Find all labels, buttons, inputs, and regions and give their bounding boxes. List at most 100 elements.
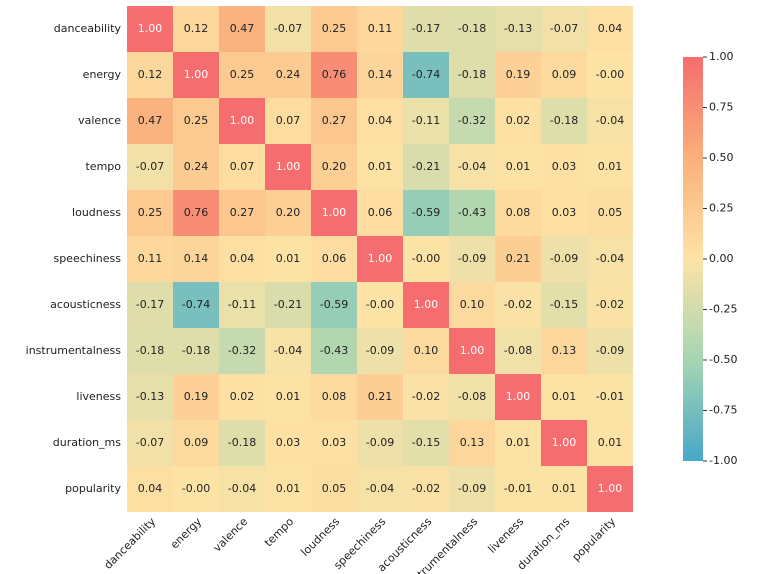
- cell-label: 0.19: [506, 68, 531, 81]
- heatmap-cell: [219, 328, 265, 374]
- cell-label: 1.00: [184, 68, 209, 81]
- cell-label: -0.11: [228, 298, 256, 311]
- cell-label: 0.47: [230, 22, 255, 35]
- cell-label: -0.04: [458, 160, 486, 173]
- heatmap-cell: [587, 236, 633, 282]
- heatmap-cell: [173, 420, 219, 466]
- colorbar-tick-label: -0.25: [709, 303, 737, 316]
- cell-label: -0.15: [412, 436, 440, 449]
- cell-label: 0.01: [598, 160, 623, 173]
- cell-label: 0.27: [230, 206, 255, 219]
- cell-label: 0.08: [506, 206, 531, 219]
- cell-label: 1.00: [552, 436, 577, 449]
- x-tick-label: popularity: [570, 515, 619, 564]
- cell-label: 0.76: [184, 206, 209, 219]
- heatmap-cell: [403, 328, 449, 374]
- cell-label: -0.09: [366, 344, 394, 357]
- cell-label: -0.18: [136, 344, 164, 357]
- heatmap-cell: [173, 328, 219, 374]
- y-tick-label: acousticness: [50, 298, 121, 311]
- cell-label: 1.00: [276, 160, 301, 173]
- heatmap-cell: [357, 144, 403, 190]
- cell-label: 1.00: [414, 298, 439, 311]
- heatmap-cell: [587, 144, 633, 190]
- heatmap-cell: [587, 466, 633, 512]
- heatmap-cell: [541, 420, 587, 466]
- heatmap-cell: [541, 282, 587, 328]
- cell-label: 1.00: [506, 390, 531, 403]
- cell-label: 0.47: [138, 114, 163, 127]
- cell-label: -0.00: [182, 482, 210, 495]
- y-tick-label: danceability: [54, 22, 122, 35]
- heatmap-cell: [173, 374, 219, 420]
- heatmap-cell: [403, 420, 449, 466]
- cell-label: 0.19: [184, 390, 209, 403]
- heatmap-cell: [357, 236, 403, 282]
- cell-label: 0.25: [184, 114, 209, 127]
- colorbar-tick-label: -0.50: [709, 353, 737, 366]
- cell-label: 0.27: [322, 114, 347, 127]
- heatmap-cell: [219, 374, 265, 420]
- heatmap-cell: [127, 6, 173, 52]
- heatmap-cell: [127, 374, 173, 420]
- cell-label: 0.06: [368, 206, 393, 219]
- heatmap-cell: [265, 52, 311, 98]
- heatmap-cell: [265, 374, 311, 420]
- heatmap-cell: [357, 6, 403, 52]
- cell-label: -0.13: [504, 22, 532, 35]
- heatmap-cell: [541, 98, 587, 144]
- heatmap-cell: [357, 98, 403, 144]
- cell-label: 0.12: [138, 68, 163, 81]
- y-tick-label: instrumentalness: [26, 344, 122, 357]
- cell-label: -0.00: [596, 68, 624, 81]
- heatmap-cell: [403, 236, 449, 282]
- heatmap-cell: [173, 190, 219, 236]
- cell-label: 0.03: [322, 436, 347, 449]
- cell-label: 0.24: [184, 160, 209, 173]
- heatmap-cell: [495, 420, 541, 466]
- cell-label: 0.05: [322, 482, 347, 495]
- heatmap-cell: [541, 6, 587, 52]
- cell-label: -0.59: [320, 298, 348, 311]
- colorbar-tick-label: 0.25: [709, 202, 734, 215]
- heatmap-cell: [587, 6, 633, 52]
- cell-label: 0.01: [276, 252, 301, 265]
- cell-label: 0.04: [368, 114, 393, 127]
- heatmap-cell: [311, 98, 357, 144]
- heatmap-cell: [449, 98, 495, 144]
- colorbar-tick-label: -0.75: [709, 404, 737, 417]
- heatmap-cell: [265, 190, 311, 236]
- heatmap-cell: [495, 282, 541, 328]
- heatmap-cell: [127, 98, 173, 144]
- cell-label: -0.18: [458, 22, 486, 35]
- cell-label: 0.20: [322, 160, 347, 173]
- heatmap-cell: [173, 144, 219, 190]
- heatmap-cell: [541, 52, 587, 98]
- heatmap-cell: [127, 144, 173, 190]
- heatmap-cell: [587, 374, 633, 420]
- heatmap-cell: [541, 374, 587, 420]
- cell-label: -0.17: [136, 298, 164, 311]
- cell-label: 0.14: [368, 68, 393, 81]
- x-tick-label: danceability: [102, 515, 159, 572]
- heatmap-cell: [403, 190, 449, 236]
- cell-label: 1.00: [460, 344, 485, 357]
- y-tick-label: tempo: [85, 160, 121, 173]
- cell-label: -0.04: [596, 114, 624, 127]
- heatmap-cell: [311, 282, 357, 328]
- cell-label: 0.02: [230, 390, 255, 403]
- cell-label: -0.04: [228, 482, 256, 495]
- heatmap-cell: [449, 328, 495, 374]
- cell-label: 0.01: [552, 482, 577, 495]
- heatmap-cell: [219, 98, 265, 144]
- cell-label: 0.11: [138, 252, 163, 265]
- heatmap-cell: [357, 328, 403, 374]
- heatmap-cell: [449, 420, 495, 466]
- heatmap-cell: [311, 466, 357, 512]
- cell-label: -0.21: [412, 160, 440, 173]
- cell-label: -0.02: [504, 298, 532, 311]
- y-tick-label: duration_ms: [53, 436, 122, 449]
- heatmap-cell: [403, 144, 449, 190]
